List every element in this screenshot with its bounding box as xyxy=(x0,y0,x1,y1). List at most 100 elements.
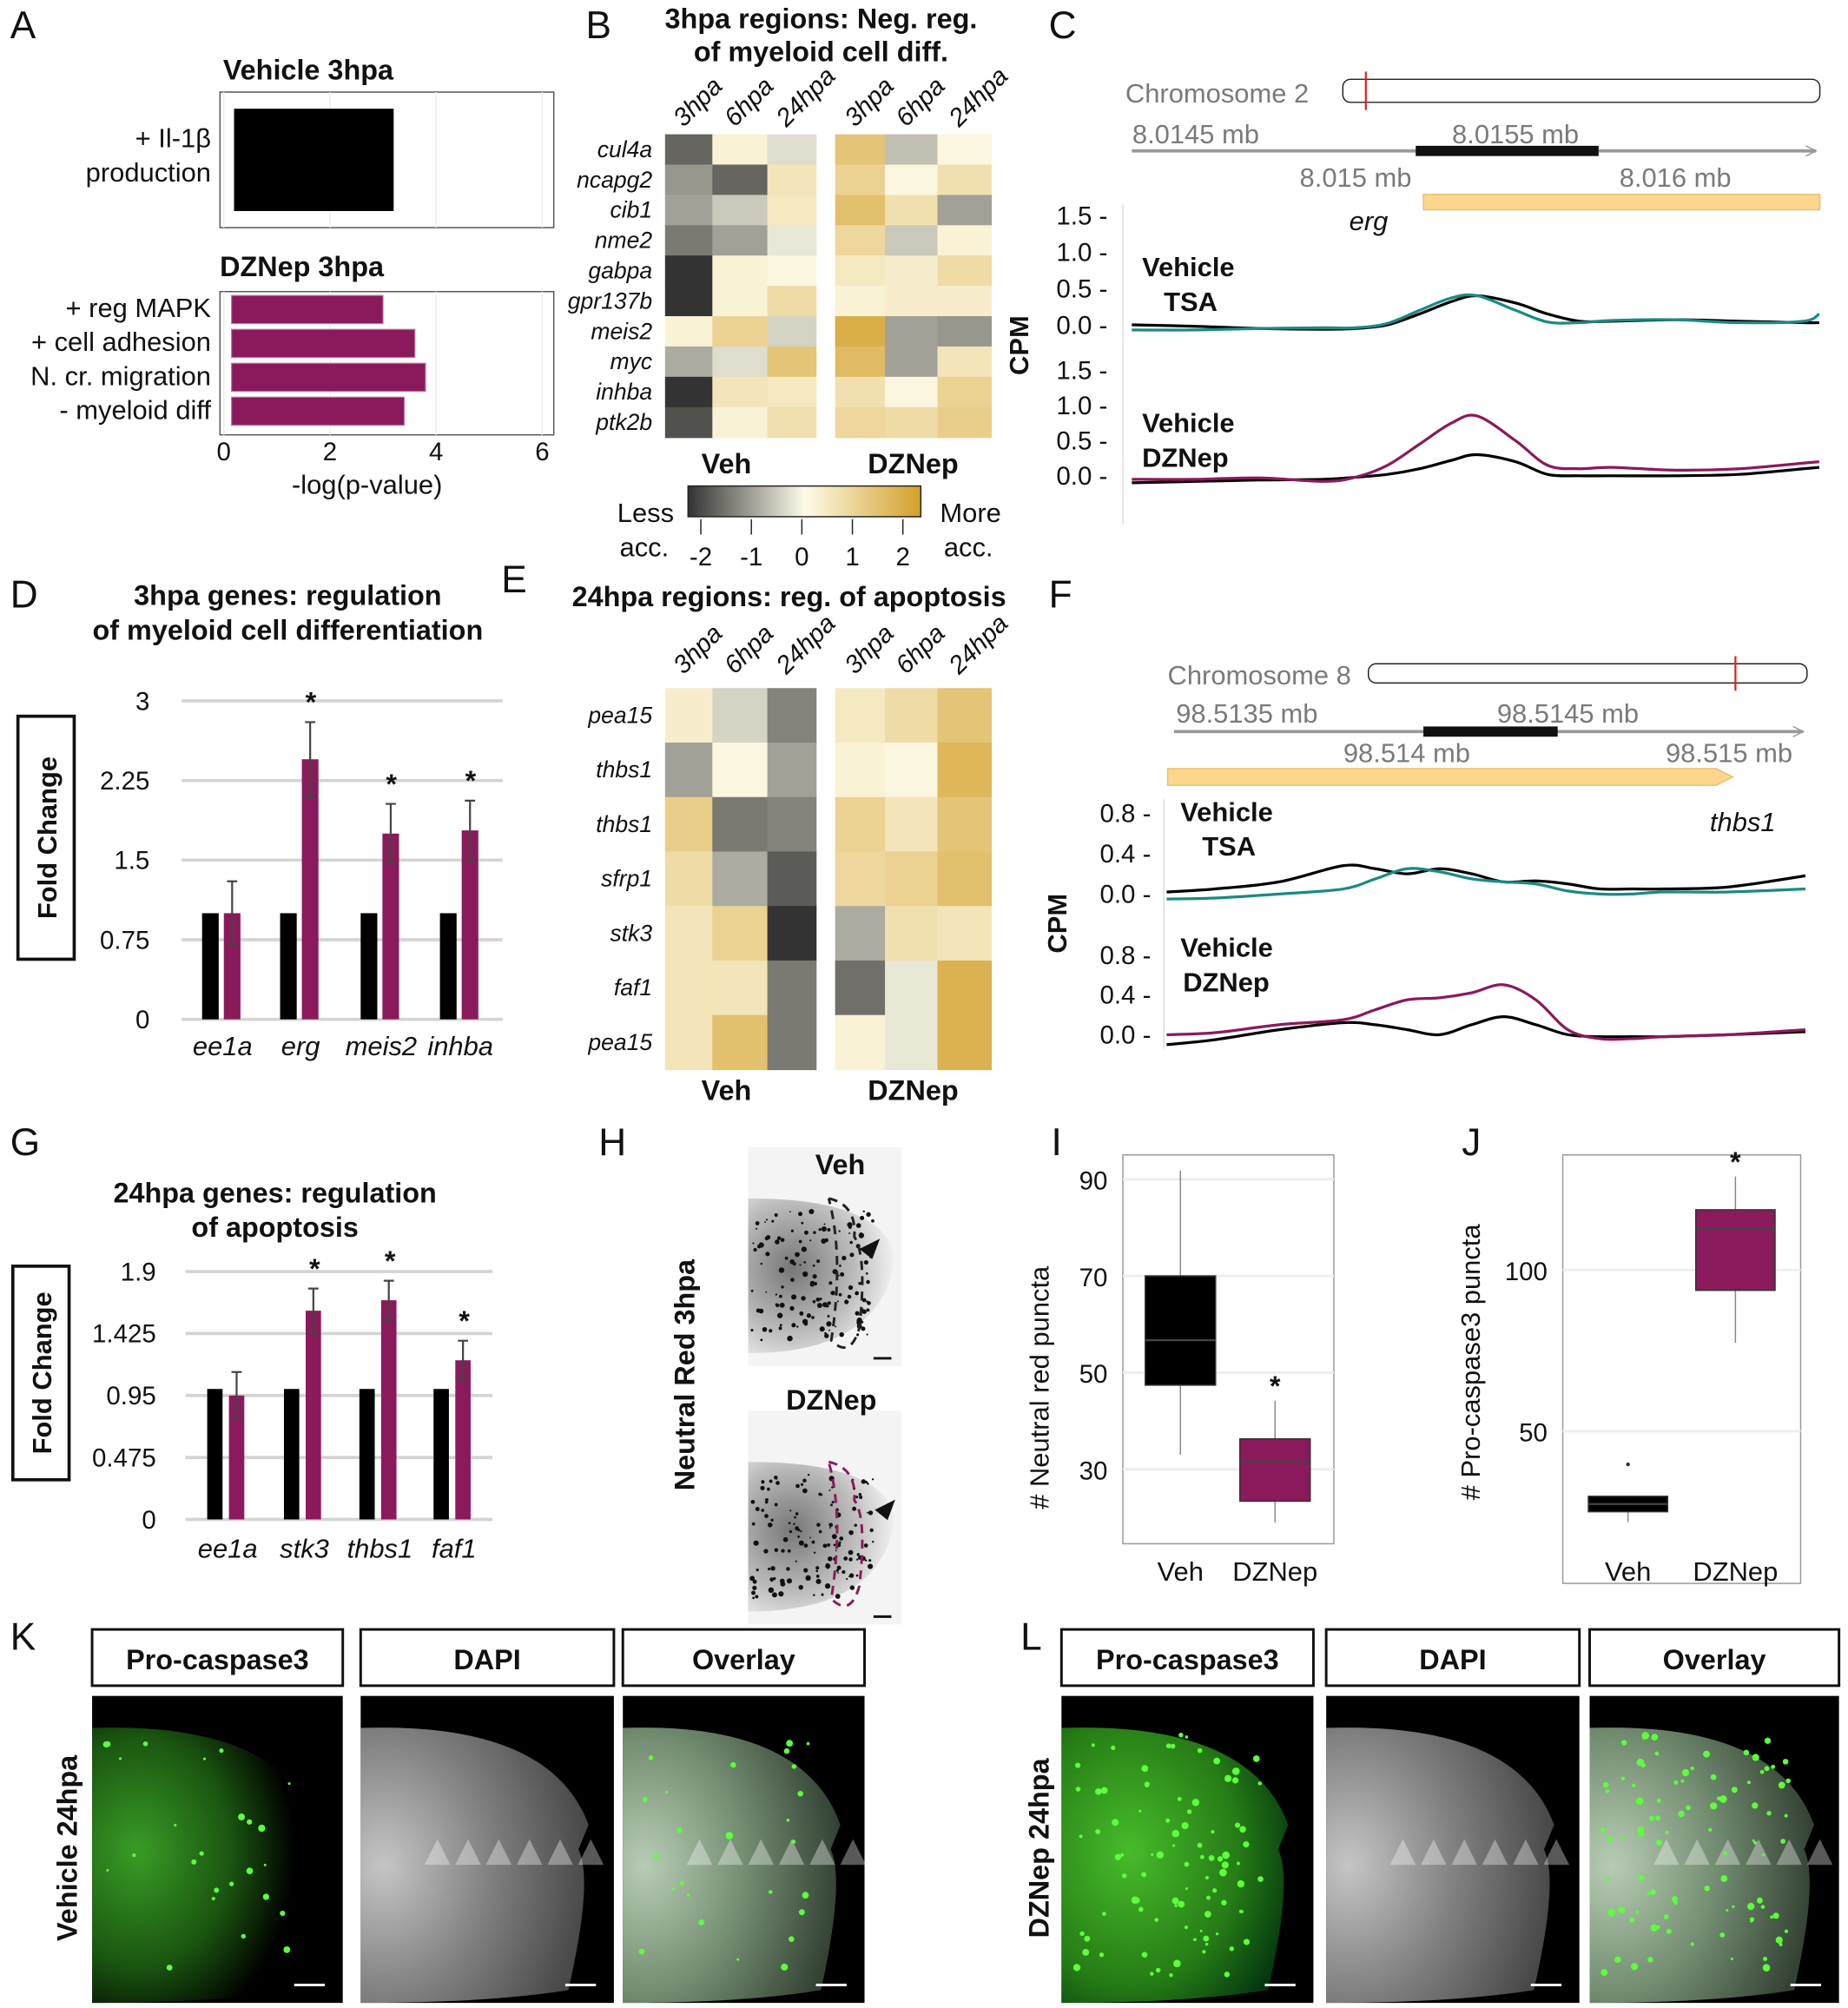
column-label: 3hpa xyxy=(668,72,729,133)
axis-tick-label: 8.0155 mb xyxy=(1452,119,1579,149)
heatmap-cell xyxy=(885,796,939,853)
puncta-dot xyxy=(856,1333,860,1337)
axis-tick-label: 98.5145 mb xyxy=(1497,698,1639,729)
heatmap-cell xyxy=(885,376,939,408)
puncta-dot xyxy=(861,1298,867,1303)
puncta-dot xyxy=(764,1221,766,1224)
puncta-dot xyxy=(1154,1918,1158,1922)
row-label: ptk2b xyxy=(595,409,652,435)
heatmap-cell xyxy=(937,286,993,317)
panel-letter-D: D xyxy=(10,573,38,616)
subplot-title: Vehicle 3hpa xyxy=(223,54,394,85)
puncta-dot xyxy=(802,1271,808,1278)
category-label: ee1a xyxy=(193,1031,253,1061)
bar xyxy=(283,1389,300,1520)
puncta-dot xyxy=(1079,1931,1085,1937)
column-label: 6hpa xyxy=(719,619,780,680)
puncta-dot xyxy=(803,1543,808,1548)
chart-title: 3hpa regions: Neg. reg. xyxy=(665,3,978,34)
puncta-dot xyxy=(238,1813,246,1821)
puncta-dot xyxy=(262,1893,270,1900)
puncta-dot xyxy=(856,1553,861,1556)
axis-tick-label: 8.015 mb xyxy=(1300,162,1412,193)
series-label: Vehicle xyxy=(1180,933,1273,963)
heatmap-cell xyxy=(885,134,939,166)
bar xyxy=(382,833,399,1020)
puncta-dot xyxy=(806,1313,811,1318)
puncta-dot xyxy=(789,1936,795,1942)
puncta-dot xyxy=(815,1297,821,1302)
puncta-dot xyxy=(686,1893,690,1897)
somite-stripe xyxy=(809,1839,835,1866)
puncta-dot xyxy=(809,1282,815,1287)
y-tick-label: 3 xyxy=(135,687,149,716)
puncta-dot xyxy=(798,1239,802,1244)
y-tick-label: 1.9 xyxy=(121,1258,156,1286)
channel-header xyxy=(90,1628,345,1688)
heatmap-cell xyxy=(712,406,769,439)
y-tick-label: 0.4 - xyxy=(1099,981,1151,1010)
heatmap-cell xyxy=(885,688,939,743)
category-label: thbs1 xyxy=(347,1534,413,1564)
y-tick-label: 0.0 - xyxy=(1099,1021,1151,1050)
series-label: Vehicle xyxy=(1142,408,1235,439)
heatmap-cell xyxy=(835,796,886,853)
puncta-dot xyxy=(1710,1774,1717,1780)
puncta-dot xyxy=(812,1264,815,1267)
panel-letter-C: C xyxy=(1049,4,1077,47)
puncta-dot xyxy=(849,1252,855,1258)
puncta-dot xyxy=(1239,1826,1246,1833)
puncta-dot xyxy=(786,1578,792,1584)
puncta-dot xyxy=(1779,1942,1783,1946)
box xyxy=(1694,1209,1776,1291)
series-label: DZNep xyxy=(1183,967,1270,997)
puncta-dot xyxy=(1094,1787,1102,1795)
puncta-dot xyxy=(1759,1769,1765,1774)
highlight-region xyxy=(1416,145,1599,156)
box xyxy=(1238,1437,1311,1503)
chart-title: of myeloid cell differentiation xyxy=(93,614,484,645)
heatmap-cell xyxy=(664,255,714,287)
puncta-dot xyxy=(813,1282,817,1286)
row-label: cul4a xyxy=(597,136,652,162)
y-axis-label: Fold Change xyxy=(27,1291,57,1454)
heatmap-cell xyxy=(835,316,886,347)
puncta-dot xyxy=(1651,1734,1659,1740)
heatmap-cell xyxy=(835,742,886,798)
puncta-dot xyxy=(280,1910,286,1917)
category-label: erg xyxy=(281,1031,320,1061)
heatmap-cell xyxy=(885,406,939,439)
y-tick-label: 0.95 xyxy=(106,1382,155,1410)
column-label: 3hpa xyxy=(668,619,729,680)
puncta-dot xyxy=(1723,1851,1727,1855)
puncta-dot xyxy=(1602,1781,1609,1788)
heatmap-cell xyxy=(937,742,993,798)
puncta-dot xyxy=(815,1574,820,1578)
panel-i-boxplot: 30 50 70 90 Veh * DZNep # Neutral red puncta xyxy=(1025,1154,1335,1587)
heatmap-cell xyxy=(664,1014,714,1071)
group-label: DZNep xyxy=(868,448,958,479)
puncta-dot xyxy=(1772,1912,1779,1919)
channel-header xyxy=(1059,1628,1315,1688)
puncta-dot xyxy=(774,1503,778,1507)
puncta-dot xyxy=(775,1239,780,1245)
category-label: N. cr. migration xyxy=(30,360,211,391)
y-tick-label: 0.4 - xyxy=(1099,840,1151,869)
puncta-dot xyxy=(815,1566,820,1570)
puncta-dot xyxy=(848,1575,851,1578)
puncta-dot xyxy=(775,1293,778,1296)
panel-letter-J: J xyxy=(1462,1121,1481,1164)
channel-label: Overlay xyxy=(692,1644,795,1675)
y-tick-label: 1.0 - xyxy=(1056,392,1107,420)
heatmap-cell xyxy=(937,255,993,287)
panel-letter-L: L xyxy=(1020,1616,1042,1659)
puncta-dot xyxy=(828,1281,833,1285)
heatmap-cell xyxy=(835,688,886,743)
coverage-line-vehicle xyxy=(1132,294,1819,331)
chart-title: of myeloid cell diff. xyxy=(694,36,948,68)
puncta-dot xyxy=(755,1595,759,1599)
puncta-dot xyxy=(803,1322,808,1326)
gene-model xyxy=(1166,768,1735,786)
